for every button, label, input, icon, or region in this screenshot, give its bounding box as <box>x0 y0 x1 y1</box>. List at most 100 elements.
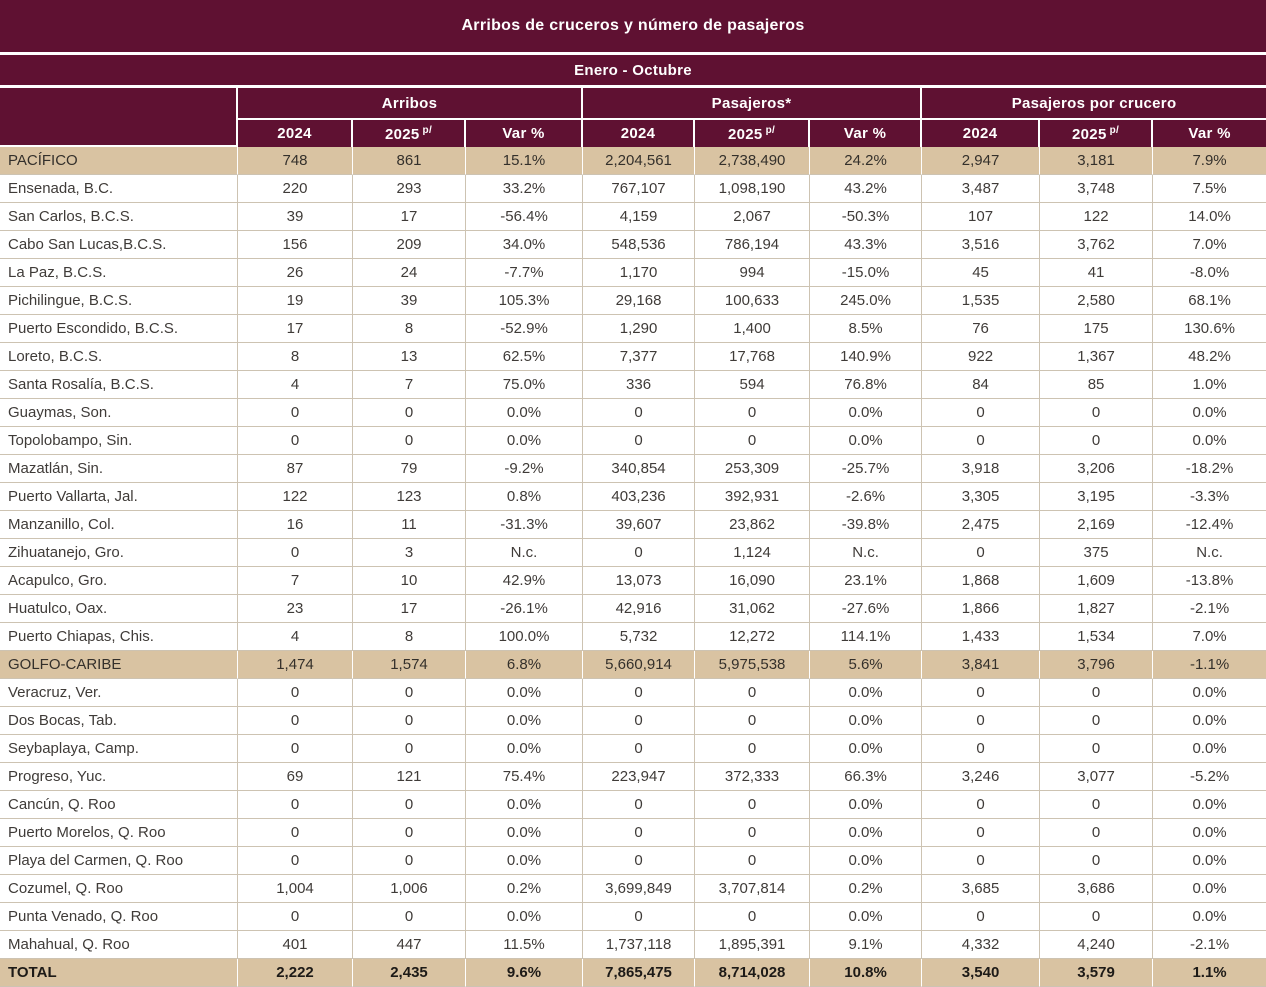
row-label: Progreso, Yuc. <box>0 763 238 791</box>
total-row: TOTAL 2,222 2,435 9.6% 7,865,475 8,714,028 10.… <box>0 959 1266 987</box>
cell-arribos-2025: 8 <box>353 623 466 651</box>
cell-ppc-2025: 0 <box>1040 847 1154 875</box>
row-label: Puerto Chiapas, Chis. <box>0 623 238 651</box>
cell-ppc-var: 0.0% <box>1153 819 1266 847</box>
cell-pasajeros-2025: 0 <box>695 735 811 763</box>
cell-pasajeros-var: 0.0% <box>810 399 923 427</box>
table-row: San Carlos, B.C.S. 39 17 -56.4% 4,159 2,067 -5… <box>0 203 1266 231</box>
row-label: Acapulco, Gro. <box>0 567 238 595</box>
cell-ppc-2025: 3,762 <box>1040 231 1154 259</box>
cell-pasajeros-2024: 5,732 <box>583 623 696 651</box>
cell-pasajeros-2024: 403,236 <box>583 483 696 511</box>
cell-pasajeros-2025: 0 <box>695 679 811 707</box>
cell-pasajeros-var: 0.0% <box>810 903 923 931</box>
cell-pasajeros-var: 0.0% <box>810 707 923 735</box>
cell-ppc-var: -12.4% <box>1153 511 1266 539</box>
cell-ppc-2025: 2,169 <box>1040 511 1154 539</box>
cell-arribos-var: -26.1% <box>466 595 584 623</box>
cell-arribos-2024: 17 <box>238 315 353 343</box>
cell-ppc-2024: 0 <box>922 791 1041 819</box>
cell-ppc-2025: 3,181 <box>1040 147 1154 175</box>
col-ppc-2025: 2025 p/ <box>1040 120 1154 147</box>
row-label: Cabo San Lucas,B.C.S. <box>0 231 238 259</box>
cell-arribos-2024: 23 <box>238 595 353 623</box>
cell-arribos-2025: 293 <box>353 175 466 203</box>
table-row: Santa Rosalía, B.C.S. 4 7 75.0% 336 594 76.8% 8… <box>0 371 1266 399</box>
cell-pasajeros-2025: 8,714,028 <box>695 959 811 987</box>
cell-arribos-2024: 122 <box>238 483 353 511</box>
cell-ppc-2024: 2,475 <box>922 511 1041 539</box>
cell-pasajeros-2025: 100,633 <box>695 287 811 315</box>
cell-ppc-2024: 922 <box>922 343 1041 371</box>
cell-arribos-2024: 39 <box>238 203 353 231</box>
cell-ppc-2025: 3,686 <box>1040 875 1154 903</box>
cell-arribos-2024: 0 <box>238 735 353 763</box>
row-label: Seybaplaya, Camp. <box>0 735 238 763</box>
cell-ppc-2025: 3,748 <box>1040 175 1154 203</box>
cell-pasajeros-2025: 0 <box>695 427 811 455</box>
cell-pasajeros-2024: 7,865,475 <box>583 959 696 987</box>
cell-ppc-var: 0.0% <box>1153 875 1266 903</box>
cell-arribos-2025: 209 <box>353 231 466 259</box>
table-body: PACÍFICO 748 861 15.1% 2,204,561 2,738,490 24.… <box>0 147 1266 987</box>
table-row: Mazatlán, Sin. 87 79 -9.2% 340,854 253,309 -25… <box>0 455 1266 483</box>
cell-ppc-var: 0.0% <box>1153 735 1266 763</box>
cell-pasajeros-var: 43.2% <box>810 175 923 203</box>
cell-arribos-var: -7.7% <box>466 259 584 287</box>
table-row: Progreso, Yuc. 69 121 75.4% 223,947 372,333 66… <box>0 763 1266 791</box>
row-label: GOLFO-CARIBE <box>0 651 238 679</box>
cell-pasajeros-2025: 0 <box>695 903 811 931</box>
cell-arribos-2024: 156 <box>238 231 353 259</box>
cell-arribos-2025: 8 <box>353 315 466 343</box>
cell-pasajeros-2024: 1,737,118 <box>583 931 696 959</box>
cell-arribos-var: 75.0% <box>466 371 584 399</box>
cell-pasajeros-2025: 31,062 <box>695 595 811 623</box>
cell-ppc-2025: 0 <box>1040 903 1154 931</box>
cell-ppc-var: 0.0% <box>1153 903 1266 931</box>
cell-arribos-var: 75.4% <box>466 763 584 791</box>
row-label: Playa del Carmen, Q. Roo <box>0 847 238 875</box>
row-label: Puerto Vallarta, Jal. <box>0 483 238 511</box>
cell-ppc-var: 0.0% <box>1153 679 1266 707</box>
section-row: GOLFO-CARIBE 1,474 1,574 6.8% 5,660,914 5,975… <box>0 651 1266 679</box>
cell-pasajeros-var: -39.8% <box>810 511 923 539</box>
col-arribos-2025: 2025 p/ <box>353 120 466 147</box>
cell-arribos-2024: 69 <box>238 763 353 791</box>
row-label: Mazatlán, Sin. <box>0 455 238 483</box>
cell-pasajeros-var: 140.9% <box>810 343 923 371</box>
cell-ppc-var: 130.6% <box>1153 315 1266 343</box>
table-row: Punta Venado, Q. Roo 0 0 0.0% 0 0 0.0% 0 0 0.0% <box>0 903 1266 931</box>
cell-pasajeros-var: 9.1% <box>810 931 923 959</box>
table-row: Mahahual, Q. Roo 401 447 11.5% 1,737,118 1,89… <box>0 931 1266 959</box>
cell-arribos-2024: 0 <box>238 903 353 931</box>
cell-pasajeros-var: 0.2% <box>810 875 923 903</box>
cell-ppc-2024: 107 <box>922 203 1041 231</box>
cell-ppc-2024: 3,305 <box>922 483 1041 511</box>
cell-arribos-var: -9.2% <box>466 455 584 483</box>
cell-pasajeros-var: 23.1% <box>810 567 923 595</box>
cell-arribos-2025: 7 <box>353 371 466 399</box>
col-ppc-var: Var % <box>1153 120 1266 147</box>
cell-ppc-2025: 175 <box>1040 315 1154 343</box>
cell-ppc-var: 0.0% <box>1153 399 1266 427</box>
table-row: Pichilingue, B.C.S. 19 39 105.3% 29,168 100,6… <box>0 287 1266 315</box>
cell-arribos-var: 0.0% <box>466 427 584 455</box>
cell-pasajeros-2024: 1,170 <box>583 259 696 287</box>
cell-ppc-2024: 3,685 <box>922 875 1041 903</box>
cell-arribos-var: 62.5% <box>466 343 584 371</box>
cell-arribos-2025: 0 <box>353 427 466 455</box>
table-row: Huatulco, Oax. 23 17 -26.1% 42,916 31,062 -27.… <box>0 595 1266 623</box>
cell-pasajeros-var: 0.0% <box>810 427 923 455</box>
cell-pasajeros-2024: 0 <box>583 679 696 707</box>
cell-arribos-2025: 0 <box>353 903 466 931</box>
cell-arribos-var: 0.0% <box>466 847 584 875</box>
cell-arribos-2024: 401 <box>238 931 353 959</box>
cell-ppc-var: 48.2% <box>1153 343 1266 371</box>
cell-pasajeros-var: -2.6% <box>810 483 923 511</box>
cell-arribos-2025: 0 <box>353 819 466 847</box>
cell-pasajeros-2024: 223,947 <box>583 763 696 791</box>
cell-ppc-var: 0.0% <box>1153 847 1266 875</box>
cell-arribos-2025: 24 <box>353 259 466 287</box>
cell-ppc-2024: 0 <box>922 399 1041 427</box>
cell-arribos-var: -31.3% <box>466 511 584 539</box>
